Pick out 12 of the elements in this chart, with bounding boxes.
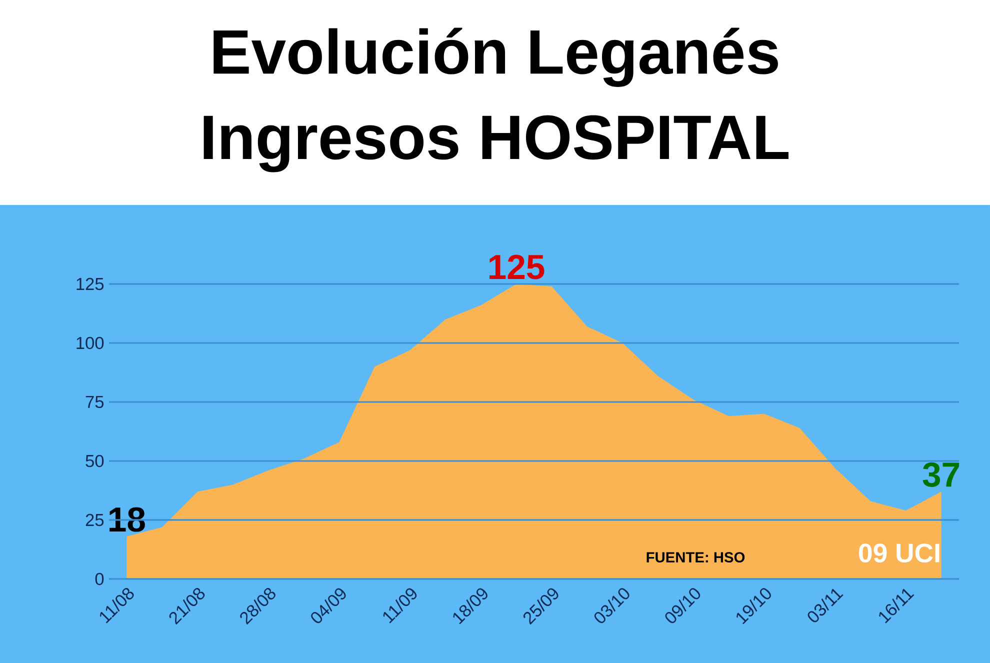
y-tick-label: 0 [95, 572, 104, 586]
y-tick-label: 75 [86, 396, 104, 408]
data-label: 37 [922, 462, 960, 487]
data-label: 125 [490, 254, 544, 280]
annotation: FUENTE: HSO [646, 552, 745, 562]
y-tick-label: 50 [86, 454, 104, 468]
y-tick-label: 100 [76, 336, 104, 350]
y-tick-label: 125 [76, 278, 104, 290]
data-label: 18 [110, 507, 145, 532]
annotation: 09 UCI [859, 544, 940, 562]
y-tick-label: 25 [86, 514, 104, 526]
chart-title: Evolución Leganés Ingresos HOSPITAL [204, 28, 788, 172]
